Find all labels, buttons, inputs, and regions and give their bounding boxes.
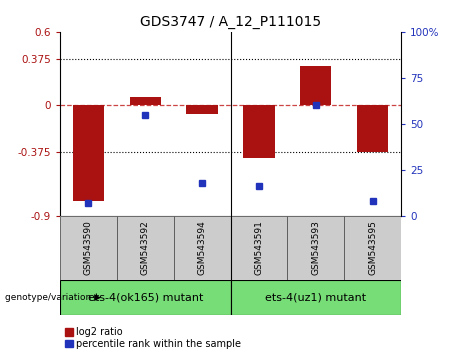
Bar: [174, 216, 230, 280]
Bar: [230, 216, 287, 280]
Bar: [243, 105, 275, 158]
Bar: [344, 216, 401, 280]
Text: GSM543595: GSM543595: [368, 220, 377, 275]
Bar: [130, 97, 161, 105]
Bar: [357, 105, 388, 152]
Bar: [60, 280, 230, 315]
Bar: [230, 280, 401, 315]
Legend: log2 ratio, percentile rank within the sample: log2 ratio, percentile rank within the s…: [65, 327, 242, 349]
Text: GSM543591: GSM543591: [254, 220, 263, 275]
Bar: [73, 105, 104, 201]
Text: ets-4(ok165) mutant: ets-4(ok165) mutant: [88, 292, 203, 302]
Bar: [300, 66, 331, 105]
Text: ets-4(uz1) mutant: ets-4(uz1) mutant: [265, 292, 366, 302]
Text: GSM543594: GSM543594: [198, 221, 207, 275]
Text: GSM543593: GSM543593: [311, 220, 320, 275]
Bar: [117, 216, 174, 280]
Text: GSM543590: GSM543590: [84, 220, 93, 275]
Text: GSM543592: GSM543592: [141, 221, 150, 275]
Bar: [287, 216, 344, 280]
Title: GDS3747 / A_12_P111015: GDS3747 / A_12_P111015: [140, 16, 321, 29]
Text: genotype/variation ▶: genotype/variation ▶: [5, 293, 100, 302]
Bar: [60, 216, 117, 280]
Bar: [186, 105, 218, 114]
